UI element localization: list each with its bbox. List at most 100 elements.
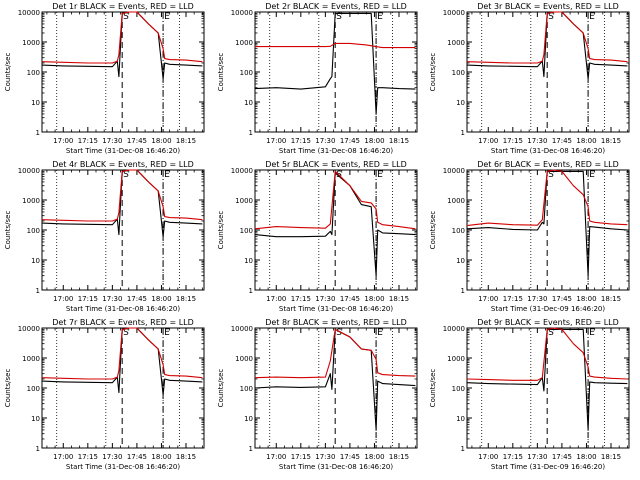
chart-panel: Det 7r BLACK = Events, RED = LLD 1 10 100 10… xyxy=(4,318,205,471)
x-tick-label: 18:00 xyxy=(576,453,596,461)
chart-panel: Det 1r BLACK = Events, RED = LLD 1 10 100 10… xyxy=(4,2,205,155)
x-tick-label: 17:15 xyxy=(503,453,523,461)
x-tick-label: 17:30 xyxy=(527,295,547,303)
x-axis-label: Start Time (31-Dec-08 16:46:20) xyxy=(279,305,393,313)
y-tick-label: 1 xyxy=(249,129,253,137)
chart-panel: Det 6r BLACK = Events, RED = LLD 1 10 100 10… xyxy=(429,160,630,313)
chart-title: Det 7r BLACK = Events, RED = LLD xyxy=(52,318,194,327)
x-tick-label: 18:00 xyxy=(364,137,384,145)
start-marker-label: S xyxy=(548,12,554,22)
chart-title: Det 3r BLACK = Events, RED = LLD xyxy=(477,2,619,11)
y-tick-label: 100 xyxy=(240,227,253,235)
y-tick-label: 1000 xyxy=(447,355,465,363)
y-tick-label: 1000 xyxy=(235,355,253,363)
chart-panel: Det 3r BLACK = Events, RED = LLD 1 10 100 10… xyxy=(429,2,630,155)
x-tick-label: 17:45 xyxy=(552,295,572,303)
x-tick-label: 17:30 xyxy=(102,295,122,303)
y-tick-label: 1 xyxy=(249,445,253,453)
x-tick-label: 17:15 xyxy=(503,137,523,145)
y-tick-label: 10000 xyxy=(18,9,40,17)
chart-title: Det 8r BLACK = Events, RED = LLD xyxy=(265,318,407,327)
x-tick-label: 17:00 xyxy=(266,295,286,303)
y-tick-label: 10 xyxy=(456,257,465,265)
x-tick-label: 17:00 xyxy=(266,137,286,145)
end-marker-label: E xyxy=(164,170,170,180)
y-tick-label: 10 xyxy=(244,415,253,423)
y-tick-label: 100 xyxy=(452,227,465,235)
y-tick-label: 10 xyxy=(456,415,465,423)
y-tick-label: 10 xyxy=(31,257,40,265)
x-tick-label: 17:45 xyxy=(340,137,360,145)
lld-series-line xyxy=(254,328,416,379)
y-tick-label: 1000 xyxy=(447,197,465,205)
start-marker-label: S xyxy=(548,170,554,180)
y-tick-label: 10000 xyxy=(443,167,465,175)
y-tick-label: 1 xyxy=(461,129,465,137)
x-tick-label: 17:00 xyxy=(53,295,73,303)
x-tick-label: 18:15 xyxy=(389,453,409,461)
x-tick-label: 17:30 xyxy=(102,453,122,461)
y-tick-label: 1 xyxy=(249,287,253,295)
x-tick-label: 17:15 xyxy=(78,137,98,145)
end-marker-label: E xyxy=(377,170,383,180)
y-tick-label: 1000 xyxy=(22,197,40,205)
y-tick-label: 1000 xyxy=(447,39,465,47)
y-tick-label: 100 xyxy=(27,227,40,235)
chart-panel: Det 2r BLACK = Events, RED = LLD 1 10 100 10… xyxy=(217,2,418,155)
x-axis-label: Start Time (31-Dec-08 16:46:20) xyxy=(66,147,180,155)
lld-series-line xyxy=(466,11,628,64)
x-tick-label: 17:15 xyxy=(291,453,311,461)
y-tick-label: 100 xyxy=(27,385,40,393)
lld-series-line xyxy=(466,327,628,381)
y-tick-label: 1000 xyxy=(22,39,40,47)
start-marker-label: S xyxy=(123,170,129,180)
y-axis-label: Counts/sec xyxy=(217,53,225,92)
x-tick-label: 18:00 xyxy=(151,453,171,461)
y-tick-label: 10000 xyxy=(443,325,465,333)
x-tick-label: 17:15 xyxy=(78,453,98,461)
x-tick-label: 17:00 xyxy=(53,453,73,461)
chart-title: Det 1r BLACK = Events, RED = LLD xyxy=(52,2,194,11)
x-tick-label: 17:30 xyxy=(527,137,547,145)
y-axis-label: Counts/sec xyxy=(429,53,437,92)
x-tick-label: 18:00 xyxy=(364,295,384,303)
x-tick-label: 18:15 xyxy=(389,137,409,145)
x-tick-label: 18:00 xyxy=(151,295,171,303)
end-marker-label: E xyxy=(164,12,170,22)
y-tick-label: 10 xyxy=(456,99,465,107)
chart-panel: Det 4r BLACK = Events, RED = LLD 1 10 100 10… xyxy=(4,160,205,313)
y-tick-label: 10 xyxy=(244,257,253,265)
x-tick-label: 17:45 xyxy=(340,295,360,303)
x-tick-label: 17:45 xyxy=(127,453,147,461)
x-tick-label: 17:30 xyxy=(315,453,335,461)
start-marker-label: S xyxy=(548,328,554,338)
lld-series-line xyxy=(255,42,416,49)
y-tick-label: 1 xyxy=(36,129,40,137)
end-marker-label: E xyxy=(377,328,383,338)
chart-title: Det 9r BLACK = Events, RED = LLD xyxy=(477,318,619,327)
y-tick-label: 10000 xyxy=(231,325,253,333)
y-tick-label: 10 xyxy=(244,99,253,107)
x-tick-label: 17:45 xyxy=(127,295,147,303)
y-axis-label: Counts/sec xyxy=(4,53,12,92)
y-tick-label: 10 xyxy=(31,99,40,107)
x-tick-label: 18:15 xyxy=(176,137,196,145)
x-axis-label: Start Time (31-Dec-08 16:46:20) xyxy=(491,147,605,155)
x-axis-label: Start Time (31-Dec-08 16:46:20) xyxy=(279,147,393,155)
y-tick-label: 1 xyxy=(461,445,465,453)
y-tick-label: 1 xyxy=(36,287,40,295)
end-marker-label: E xyxy=(589,12,595,22)
end-marker-label: E xyxy=(377,12,383,22)
x-tick-label: 18:00 xyxy=(364,453,384,461)
events-series-line xyxy=(254,12,416,115)
chart-title: Det 4r BLACK = Events, RED = LLD xyxy=(52,160,194,169)
y-tick-label: 100 xyxy=(240,69,253,77)
x-tick-label: 18:00 xyxy=(576,295,596,303)
y-tick-label: 10000 xyxy=(18,325,40,333)
x-tick-label: 17:00 xyxy=(478,137,498,145)
y-tick-label: 1 xyxy=(36,445,40,453)
y-tick-label: 10000 xyxy=(18,167,40,175)
x-axis-label: Start Time (31-Dec-08 16:46:20) xyxy=(66,305,180,313)
x-axis-label: Start Time (31-Dec-08 16:46:20) xyxy=(66,463,180,471)
x-tick-label: 17:45 xyxy=(552,137,572,145)
